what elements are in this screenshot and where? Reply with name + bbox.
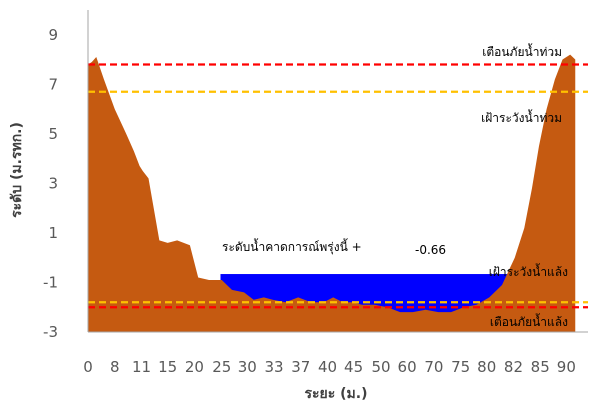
x-tick-label-8: 37 <box>291 358 310 376</box>
threshold-labels: เตือนภัยน้ำท่วมเฝ้าระวังน้ำท่วมเฝ้าระวัง… <box>481 43 568 329</box>
x-tick-label-10: 45 <box>344 358 363 376</box>
y-tick-label-1: 7 <box>48 75 58 93</box>
x-tick-label-18: 90 <box>557 358 576 376</box>
x-tick-label-17: 85 <box>531 358 550 376</box>
x-tick-label-0: 0 <box>83 358 93 376</box>
x-tick-label-2: 11 <box>132 358 151 376</box>
x-axis-title: ระยะ (ม.) <box>305 386 368 402</box>
x-tick-label-9: 40 <box>318 358 337 376</box>
x-axis: 0 8 11 15 20 25 30 33 37 40 45 50 60 70 75 80 82 85 90 <box>83 331 588 376</box>
x-tick-label-6: 30 <box>238 358 257 376</box>
threshold-label-2: เฝ้าระวังน้ำแล้ง <box>489 263 568 279</box>
x-tick-label-7: 33 <box>264 358 283 376</box>
threshold-label-0: เตือนภัยน้ำท่วม <box>482 43 562 59</box>
forecast-value: -0.66 <box>415 243 446 257</box>
y-axis-title: ระดับ (ม.รทก.) <box>9 122 25 218</box>
x-tick-label-12: 60 <box>398 358 417 376</box>
threshold-label-1: เฝ้าระวังน้ำท่วม <box>481 109 562 125</box>
y-tick-label-3: 3 <box>48 174 58 192</box>
threshold-label-3: เตือนภัยน้ำแล้ง <box>490 313 568 329</box>
y-axis: 9 7 5 3 1 -1 -3 <box>43 10 89 341</box>
y-tick-label-4: 1 <box>48 224 58 242</box>
x-tick-label-15: 80 <box>477 358 496 376</box>
x-tick-label-5: 25 <box>212 358 231 376</box>
x-tick-label-4: 20 <box>185 358 204 376</box>
x-tick-label-13: 70 <box>424 358 443 376</box>
y-tick-label-2: 5 <box>48 125 58 143</box>
y-tick-label-5: -1 <box>43 273 58 291</box>
x-tick-label-14: 75 <box>451 358 470 376</box>
y-tick-label-6: -3 <box>43 323 58 341</box>
x-tick-label-16: 82 <box>504 358 523 376</box>
y-tick-label-0: 9 <box>48 26 58 44</box>
x-tick-label-1: 8 <box>110 358 120 376</box>
plot-area <box>88 54 588 332</box>
x-tick-label-11: 50 <box>371 358 390 376</box>
forecast-label: ระดับน้ำคาดการณ์พรุ่งนี้ + <box>222 238 362 255</box>
x-tick-label-3: 15 <box>158 358 177 376</box>
ground-profile-area <box>88 54 576 332</box>
